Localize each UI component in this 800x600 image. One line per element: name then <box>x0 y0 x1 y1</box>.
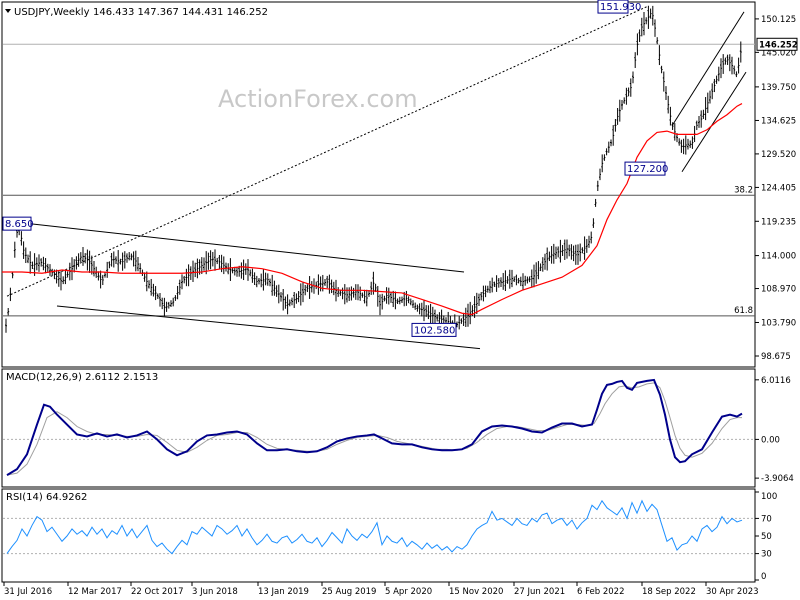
rsi-y-tick-label: 50 <box>761 532 772 542</box>
price-y-tick-label: 124.405 <box>761 183 796 193</box>
x-tick-label: 3 Jun 2018 <box>192 587 238 597</box>
price-y-tick-label: 139.750 <box>761 83 796 93</box>
macd-title: MACD(12,26,9) 2.6112 2.1513 <box>6 372 158 383</box>
price-annotation-label: 127.200 <box>627 164 668 175</box>
last-price-label: 146.252 <box>759 40 798 50</box>
price-y-tick-label: 119.235 <box>761 217 796 227</box>
x-tick-label: 6 Feb 2022 <box>577 587 625 597</box>
price-y-tick-label: 145.020 <box>761 48 796 58</box>
moving-average-line <box>2 103 743 316</box>
macd-y-tick-label: -3.9064 <box>761 474 794 484</box>
x-tick-label: 25 Aug 2019 <box>322 587 376 597</box>
ohlc-values: 146.433 147.367 144.431 146.252 <box>93 7 268 18</box>
price-annotation-box <box>411 322 457 337</box>
price-y-tick-label: 98.675 <box>761 352 791 362</box>
channel-line <box>681 71 747 172</box>
last-price-tag <box>756 37 798 51</box>
channel-line <box>56 305 481 350</box>
rsi-y-tick-label: 0 <box>761 572 766 582</box>
macd-y-tick-label: 0.00 <box>761 435 780 445</box>
price-y-tick-label: 134.625 <box>761 116 796 126</box>
rsi-title: RSI(14) 64.9262 <box>6 492 87 503</box>
macd-y-tick-label: 6.0116 <box>761 376 791 386</box>
x-tick-label: 27 Jun 2021 <box>514 587 565 597</box>
x-tick-label: 30 Apr 2023 <box>706 587 759 597</box>
price-annotation-box <box>597 0 629 14</box>
fib-label: 38.2 <box>734 185 753 195</box>
rsi-y-tick-label: 100 <box>761 492 777 502</box>
price-layer: 38.2 61.8 151.930 127.200 102.580 8.650 <box>2 0 755 350</box>
x-tick-label: 5 Apr 2020 <box>385 587 432 597</box>
price-y-tick-label: 108.970 <box>761 285 796 295</box>
price-y-tick-label: 114.000 <box>761 252 796 262</box>
price-y-tick-label: 150.125 <box>761 15 796 25</box>
symbol-label: USDJPY,Weekly <box>14 7 90 18</box>
fib-label: 61.8 <box>734 306 753 316</box>
macd-line <box>6 378 743 476</box>
x-tick-label: 18 Sep 2022 <box>642 587 696 597</box>
price-y-tick-label: 129.520 <box>761 150 796 160</box>
price-annotation-box <box>624 161 666 176</box>
price-annotation-box <box>2 216 32 231</box>
x-tick-label: 12 Mar 2017 <box>68 587 122 597</box>
rsi-y-tick-label: 70 <box>761 514 772 524</box>
dotted-trendline <box>6 6 648 297</box>
watermark: ActionForex.com <box>218 85 418 113</box>
price-annotation-label: 8.650 <box>5 219 34 230</box>
x-tick-label: 22 Oct 2017 <box>131 587 184 597</box>
macd-layer <box>3 378 755 476</box>
chevron-down-icon[interactable] <box>5 9 11 13</box>
x-tick-label: 31 Jul 2016 <box>4 587 52 597</box>
channel-line <box>671 11 745 127</box>
rsi-layer <box>3 499 755 555</box>
price-panel-frame <box>1 1 756 368</box>
rsi-y-tick-label: 30 <box>761 550 772 560</box>
axis-layer: 150.125 145.020 139.750 134.625 129.520 124.4… <box>3 15 798 597</box>
macd-panel-frame <box>1 368 756 488</box>
price-annotation-label: 102.580 <box>414 325 455 336</box>
x-tick-label: 13 Jan 2019 <box>258 587 309 597</box>
x-tick-label: 15 Nov 2020 <box>449 587 503 597</box>
price-y-tick-label: 103.790 <box>761 318 796 328</box>
rsi-line <box>6 499 743 555</box>
channel-line <box>9 221 465 273</box>
price-annotation-label: 151.930 <box>600 2 641 13</box>
